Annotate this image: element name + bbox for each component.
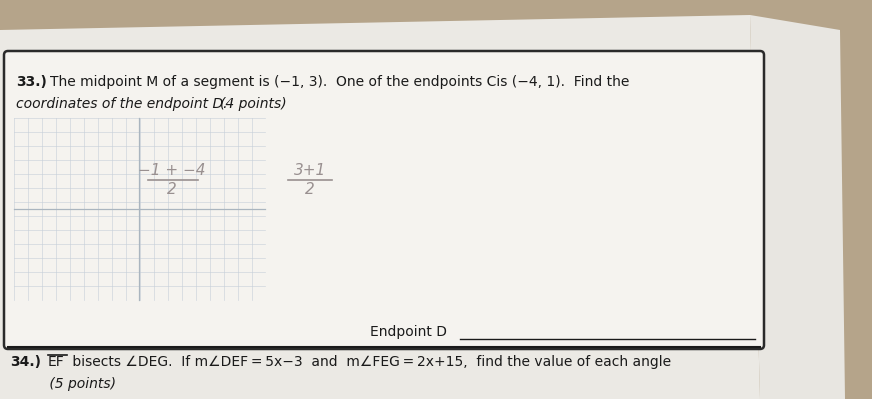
Text: (5 points): (5 points) bbox=[10, 377, 116, 391]
Text: 34.): 34.) bbox=[10, 355, 41, 369]
Text: 2: 2 bbox=[305, 182, 315, 197]
Text: EF: EF bbox=[48, 355, 65, 369]
Text: 3+1: 3+1 bbox=[294, 163, 326, 178]
Text: 2: 2 bbox=[167, 182, 177, 197]
Polygon shape bbox=[750, 15, 845, 399]
Text: 33.): 33.) bbox=[16, 75, 47, 89]
Text: bisects ∠DEG.  If m∠DEF = 5x−3  and  m∠FEG = 2x+15,  find the value of each angl: bisects ∠DEG. If m∠DEF = 5x−3 and m∠FEG … bbox=[68, 355, 671, 369]
FancyBboxPatch shape bbox=[4, 51, 764, 349]
Text: (4 points): (4 points) bbox=[220, 97, 287, 111]
Text: −1 + −4: −1 + −4 bbox=[139, 163, 206, 178]
Polygon shape bbox=[0, 15, 760, 399]
Text: The midpoint Μ of a segment is (−1, 3).  One of the endpoints Cis (−4, 1).  Find: The midpoint Μ of a segment is (−1, 3). … bbox=[50, 75, 630, 89]
Text: Endpoint D: Endpoint D bbox=[370, 325, 447, 339]
Text: coordinates of the endpoint D.: coordinates of the endpoint D. bbox=[16, 97, 236, 111]
